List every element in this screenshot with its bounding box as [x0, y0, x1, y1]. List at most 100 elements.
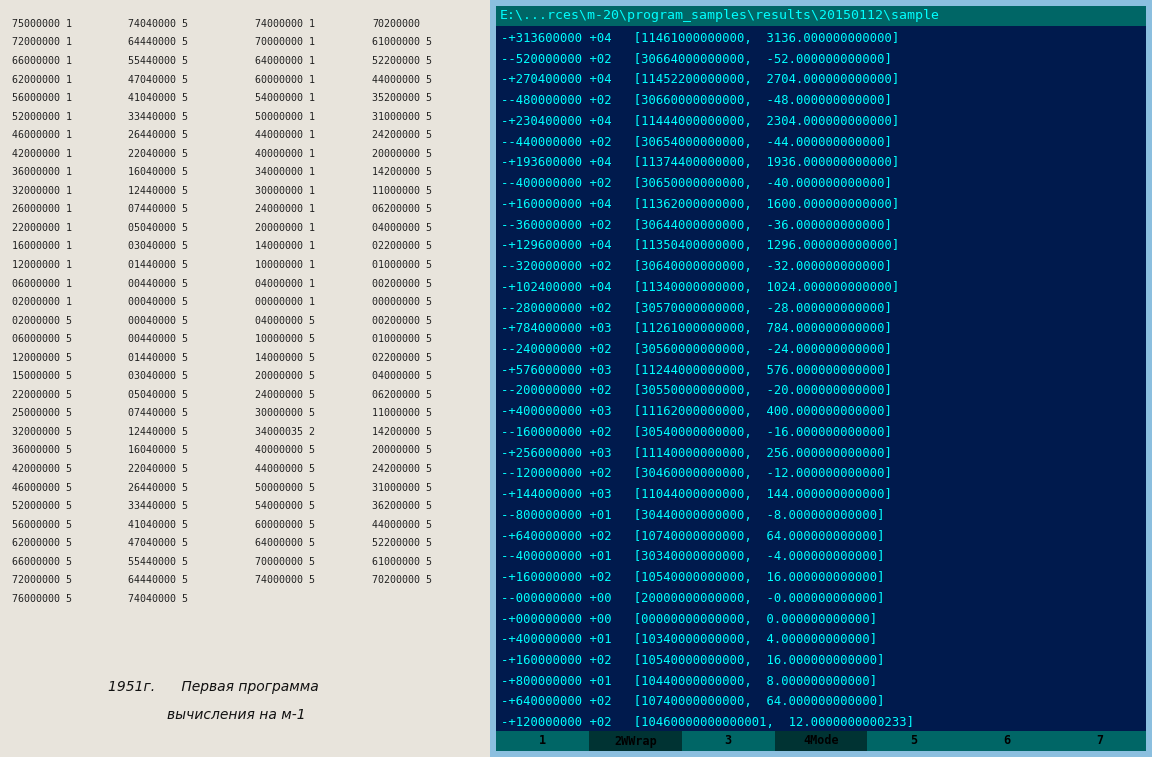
Text: 24200000 5: 24200000 5 — [372, 130, 432, 140]
Text: --160000000 +02   [30540000000000,  -16.000000000000]: --160000000 +02 [30540000000000, -16.000… — [501, 426, 892, 439]
Text: 42000000 5: 42000000 5 — [12, 464, 71, 474]
Text: 1951г.      Первая программа: 1951г. Первая программа — [108, 681, 319, 694]
Text: -+230400000 +04   [11444000000000,  2304.000000000000]: -+230400000 +04 [11444000000000, 2304.00… — [501, 115, 900, 128]
Text: 07440000 5: 07440000 5 — [128, 204, 188, 214]
Text: 02000000 5: 02000000 5 — [12, 316, 71, 326]
Text: 04000000 5: 04000000 5 — [255, 316, 314, 326]
Text: --200000000 +02   [30550000000000,  -20.000000000000]: --200000000 +02 [30550000000000, -20.000… — [501, 385, 892, 397]
Text: 4Mode: 4Mode — [803, 734, 839, 747]
Text: 16000000 1: 16000000 1 — [12, 241, 71, 251]
Text: -+102400000 +04   [11340000000000,  1024.000000000000]: -+102400000 +04 [11340000000000, 1024.00… — [501, 281, 900, 294]
Text: 00000000 5: 00000000 5 — [372, 298, 432, 307]
Text: 36000000 5: 36000000 5 — [12, 446, 71, 456]
Text: 14000000 1: 14000000 1 — [255, 241, 314, 251]
Text: -+160000000 +02   [10540000000000,  16.000000000000]: -+160000000 +02 [10540000000000, 16.0000… — [501, 654, 885, 667]
Text: 06000000 5: 06000000 5 — [12, 335, 71, 344]
Text: 74000000 1: 74000000 1 — [255, 19, 314, 29]
Text: 64440000 5: 64440000 5 — [128, 575, 188, 585]
Text: 01000000 5: 01000000 5 — [372, 335, 432, 344]
Text: 64440000 5: 64440000 5 — [128, 38, 188, 48]
Text: 24000000 1: 24000000 1 — [255, 204, 314, 214]
Text: 30000000 1: 30000000 1 — [255, 186, 314, 196]
Text: 01440000 5: 01440000 5 — [128, 260, 188, 270]
Text: -+313600000 +04   [11461000000000,  3136.000000000000]: -+313600000 +04 [11461000000000, 3136.00… — [501, 32, 900, 45]
Text: -+144000000 +03   [11044000000000,  144.000000000000]: -+144000000 +03 [11044000000000, 144.000… — [501, 488, 892, 501]
Text: 52000000 1: 52000000 1 — [12, 112, 71, 122]
Text: -+160000000 +04   [11362000000000,  1600.000000000000]: -+160000000 +04 [11362000000000, 1600.00… — [501, 198, 900, 210]
Text: 60000000 1: 60000000 1 — [255, 75, 314, 85]
Text: 64000000 5: 64000000 5 — [255, 538, 314, 548]
Text: 31000000 5: 31000000 5 — [372, 112, 432, 122]
Text: 55440000 5: 55440000 5 — [128, 56, 188, 66]
Text: 2WWrap: 2WWrap — [614, 734, 657, 747]
Text: -+193600000 +04   [11374400000000,  1936.000000000000]: -+193600000 +04 [11374400000000, 1936.00… — [501, 157, 900, 170]
Text: 00440000 5: 00440000 5 — [128, 279, 188, 288]
Text: 26000000 1: 26000000 1 — [12, 204, 71, 214]
Text: 44000000 5: 44000000 5 — [372, 75, 432, 85]
Text: -+270400000 +04   [11452200000000,  2704.000000000000]: -+270400000 +04 [11452200000000, 2704.00… — [501, 73, 900, 86]
Text: 10000000 1: 10000000 1 — [255, 260, 314, 270]
Text: 22000000 1: 22000000 1 — [12, 223, 71, 233]
Text: 16040000 5: 16040000 5 — [128, 167, 188, 177]
Text: 00200000 5: 00200000 5 — [372, 279, 432, 288]
Text: 36000000 1: 36000000 1 — [12, 167, 71, 177]
Text: --400000000 +01   [30340000000000,  -4.000000000000]: --400000000 +01 [30340000000000, -4.0000… — [501, 550, 885, 563]
Text: 12000000 5: 12000000 5 — [12, 353, 71, 363]
Bar — [497, 26, 1146, 731]
Bar — [497, 6, 1146, 26]
Text: 00040000 5: 00040000 5 — [128, 316, 188, 326]
Text: 66000000 1: 66000000 1 — [12, 56, 71, 66]
Text: 76000000 5: 76000000 5 — [12, 594, 71, 604]
Text: 01440000 5: 01440000 5 — [128, 353, 188, 363]
Text: 03040000 5: 03040000 5 — [128, 241, 188, 251]
Text: 15000000 5: 15000000 5 — [12, 372, 71, 382]
Text: -+160000000 +02   [10540000000000,  16.000000000000]: -+160000000 +02 [10540000000000, 16.0000… — [501, 571, 885, 584]
Bar — [589, 731, 682, 751]
Text: 22040000 5: 22040000 5 — [128, 149, 188, 159]
Text: --120000000 +02   [30460000000000,  -12.000000000000]: --120000000 +02 [30460000000000, -12.000… — [501, 467, 892, 481]
Text: -+784000000 +03   [11261000000000,  784.000000000000]: -+784000000 +03 [11261000000000, 784.000… — [501, 322, 892, 335]
Text: E:\...rces\m-20\program_samples\results\20150112\sample: E:\...rces\m-20\program_samples\results\… — [500, 10, 940, 23]
Text: 10000000 5: 10000000 5 — [255, 335, 314, 344]
Text: --000000000 +00   [20000000000000,  -0.000000000000]: --000000000 +00 [20000000000000, -0.0000… — [501, 592, 885, 605]
Text: -+800000000 +01   [10440000000000,  8.000000000000]: -+800000000 +01 [10440000000000, 8.00000… — [501, 674, 877, 688]
Text: --360000000 +02   [30644000000000,  -36.000000000000]: --360000000 +02 [30644000000000, -36.000… — [501, 219, 892, 232]
Text: 6: 6 — [1003, 734, 1010, 747]
Text: 04000000 5: 04000000 5 — [372, 372, 432, 382]
Text: -+576000000 +03   [11244000000000,  576.000000000000]: -+576000000 +03 [11244000000000, 576.000… — [501, 363, 892, 377]
Text: 33440000 5: 33440000 5 — [128, 112, 188, 122]
Text: 60000000 5: 60000000 5 — [255, 520, 314, 530]
Text: 70000000 1: 70000000 1 — [255, 38, 314, 48]
Text: 56000000 1: 56000000 1 — [12, 93, 71, 103]
Text: 44000000 1: 44000000 1 — [255, 130, 314, 140]
Text: 50000000 5: 50000000 5 — [255, 483, 314, 493]
Text: 30000000 5: 30000000 5 — [255, 409, 314, 419]
Text: -+400000000 +03   [11162000000000,  400.000000000000]: -+400000000 +03 [11162000000000, 400.000… — [501, 405, 892, 418]
Text: 72000000 1: 72000000 1 — [12, 38, 71, 48]
Text: 62000000 1: 62000000 1 — [12, 75, 71, 85]
Text: -+256000000 +03   [11140000000000,  256.000000000000]: -+256000000 +03 [11140000000000, 256.000… — [501, 447, 892, 459]
Text: 02200000 5: 02200000 5 — [372, 353, 432, 363]
Text: 02200000 5: 02200000 5 — [372, 241, 432, 251]
Text: 00000000 1: 00000000 1 — [255, 298, 314, 307]
Text: 25000000 5: 25000000 5 — [12, 409, 71, 419]
Bar — [0, 0, 490, 757]
Text: 64000000 1: 64000000 1 — [255, 56, 314, 66]
Text: 22040000 5: 22040000 5 — [128, 464, 188, 474]
Text: 74000000 5: 74000000 5 — [255, 575, 314, 585]
Bar — [774, 731, 867, 751]
Text: 54000000 1: 54000000 1 — [255, 93, 314, 103]
Text: --320000000 +02   [30640000000000,  -32.000000000000]: --320000000 +02 [30640000000000, -32.000… — [501, 260, 892, 273]
Bar — [490, 0, 1152, 757]
Text: 70200000 5: 70200000 5 — [372, 575, 432, 585]
Text: 20000000 5: 20000000 5 — [255, 372, 314, 382]
Text: 00200000 5: 00200000 5 — [372, 316, 432, 326]
Text: 03040000 5: 03040000 5 — [128, 372, 188, 382]
Text: 06200000 5: 06200000 5 — [372, 204, 432, 214]
Text: 75000000 1: 75000000 1 — [12, 19, 71, 29]
Text: 07440000 5: 07440000 5 — [128, 409, 188, 419]
Text: вычисления на м-1: вычисления на м-1 — [167, 709, 305, 722]
Text: 32000000 1: 32000000 1 — [12, 186, 71, 196]
Text: 36200000 5: 36200000 5 — [372, 501, 432, 511]
Text: 04000000 5: 04000000 5 — [372, 223, 432, 233]
